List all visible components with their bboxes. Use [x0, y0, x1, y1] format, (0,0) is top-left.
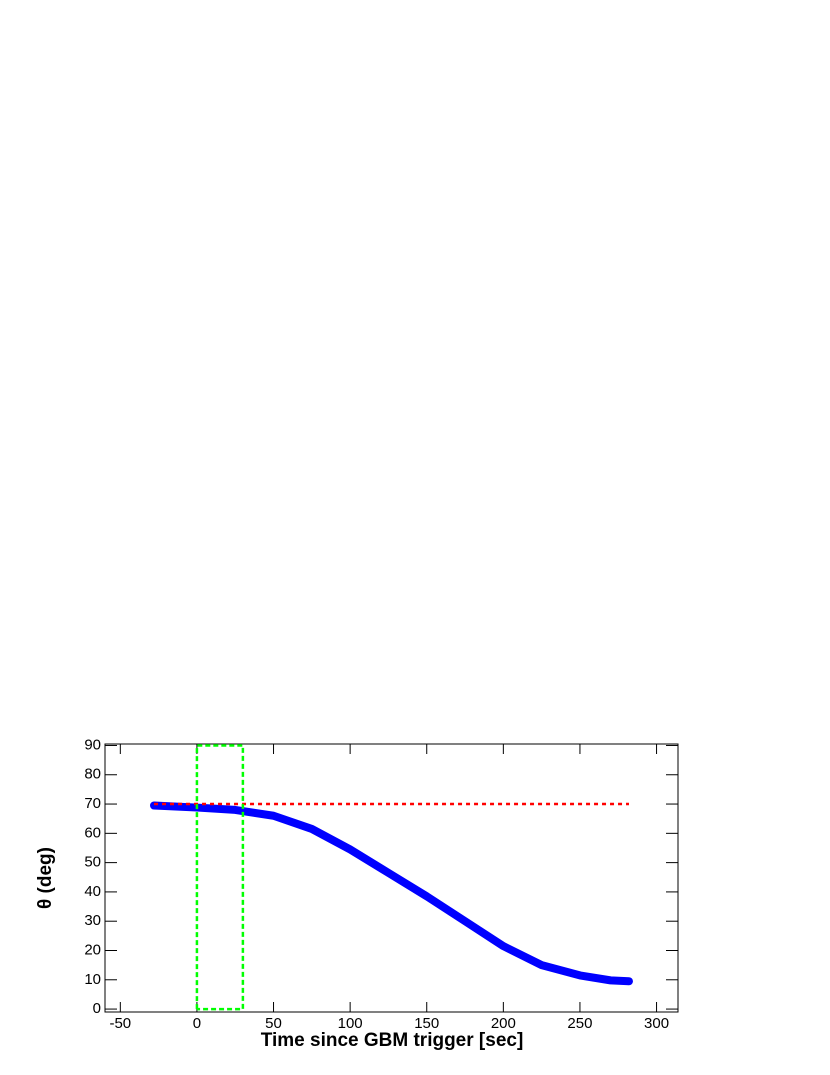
data-line — [195, 744, 245, 1011]
x-tick-label: 250 — [567, 1015, 592, 1032]
x-tick-label: 50 — [265, 1015, 282, 1032]
x-axis-title: Time since GBM trigger [sec] — [261, 1030, 524, 1051]
y-tick-label: 10 — [84, 971, 101, 988]
x-tick-label: -50 — [109, 1015, 131, 1032]
y-tick-label: 70 — [84, 795, 101, 812]
x-tick-label: 0 — [193, 1015, 201, 1032]
x-tick-label: 100 — [338, 1015, 363, 1032]
data-line — [150, 801, 633, 986]
plot-frame — [104, 743, 679, 1013]
y-tick-label: 20 — [84, 941, 101, 958]
y-tick-label: 90 — [84, 736, 101, 753]
y-tick-label: 60 — [84, 824, 101, 841]
x-tick-label: 200 — [491, 1015, 516, 1032]
y-tick-label: 0 — [93, 1000, 101, 1017]
y-tick-label: 50 — [84, 854, 101, 871]
y-tick-label: 40 — [84, 883, 101, 900]
x-tick-label: 300 — [644, 1015, 669, 1032]
y-tick-label: 80 — [84, 766, 101, 783]
y-axis-title: θ (deg) — [35, 847, 56, 909]
y-tick-label: 30 — [84, 912, 101, 929]
x-tick-label: 150 — [414, 1015, 439, 1032]
